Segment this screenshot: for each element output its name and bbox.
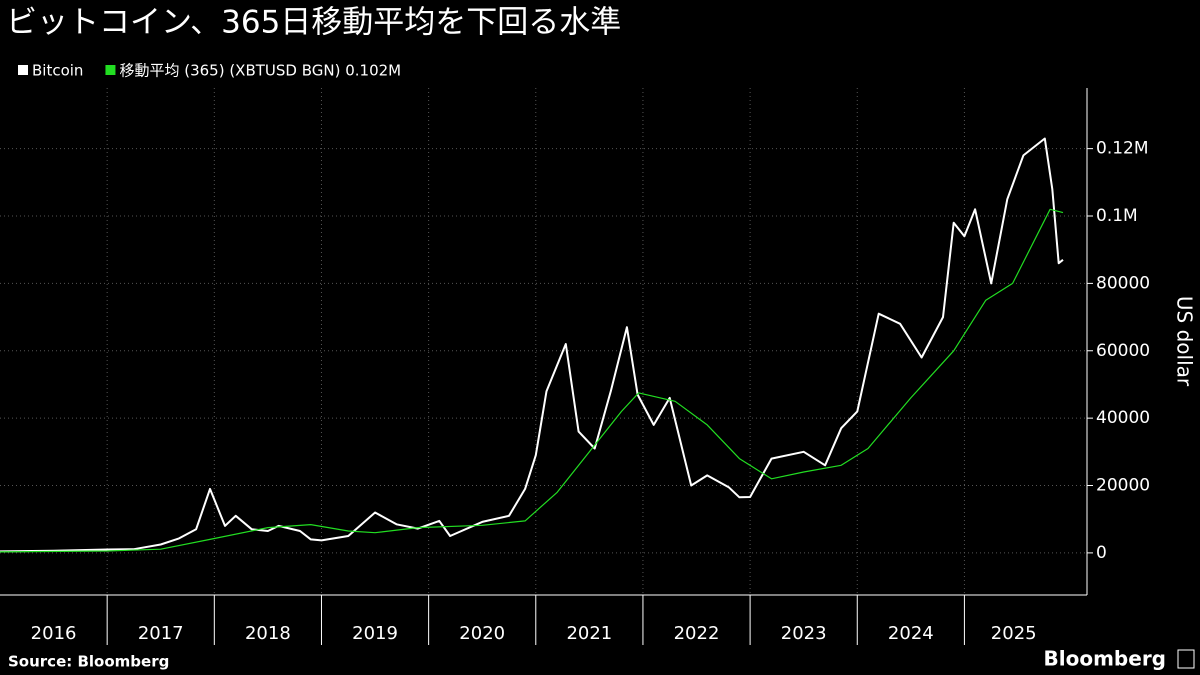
x-tick-label: 2017 [138,623,184,644]
y-tick-label: 0.12M [1096,139,1149,159]
y-axis-label: US dollar [1173,296,1197,387]
x-tick-label: 2020 [459,623,505,644]
series-line [0,137,1064,553]
y-tick-label: 80000 [1096,273,1150,293]
y-tick-label: 60000 [1096,341,1150,361]
x-tick-label: 2016 [31,623,77,644]
legend-swatch [105,65,116,75]
x-tick-label: 2018 [245,623,291,644]
series-line [0,208,1064,553]
y-tick-label: 0.1M [1096,206,1138,226]
y-tick-label: 40000 [1096,408,1150,428]
legend-label: Bitcoin [32,62,83,80]
x-tick-label: 2022 [674,623,720,644]
source: Source: Bloomberg [8,653,169,671]
x-tick-label: 2024 [888,623,934,644]
brand-icon [1177,649,1195,669]
y-tick-label: 20000 [1096,476,1150,496]
legend-swatch [18,65,28,75]
x-tick-label: 2019 [352,623,398,644]
y-tick-label: 0 [1096,543,1107,563]
x-tick-label: 2021 [566,623,612,644]
brand: Bloomberg [1044,647,1166,671]
x-tick-label: 2025 [991,623,1037,644]
legend-label: 移動平均 (365) (XBTUSD BGN) 0.102M [119,62,401,80]
chart-title: ビットコイン、365日移動平均を下回る水準 [6,5,621,41]
x-tick-label: 2023 [781,623,827,644]
